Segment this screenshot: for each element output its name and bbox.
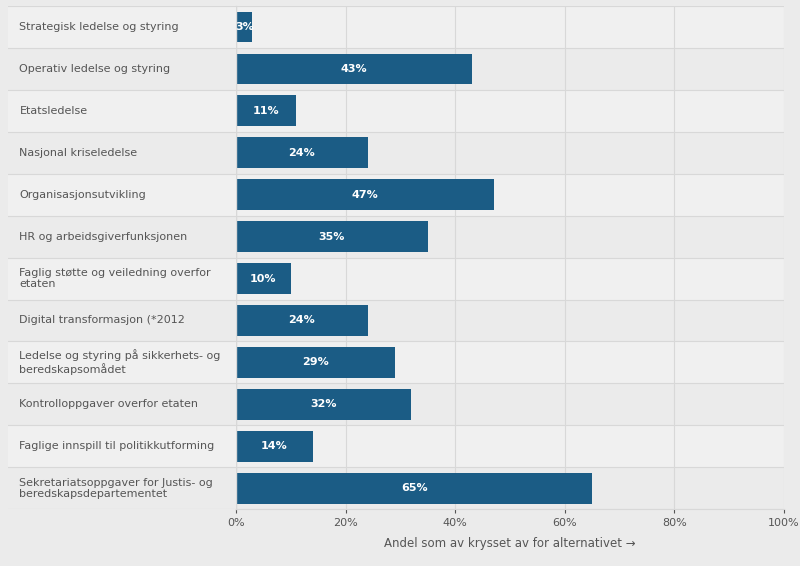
Text: 10%: 10% xyxy=(250,273,277,284)
Text: HR og arbeidsgiverfunksjonen: HR og arbeidsgiverfunksjonen xyxy=(19,231,188,242)
Text: Strategisk ledelse og styring: Strategisk ledelse og styring xyxy=(19,22,179,32)
Bar xyxy=(236,468,784,509)
Text: 47%: 47% xyxy=(351,190,378,200)
Bar xyxy=(236,341,784,384)
Bar xyxy=(236,389,411,419)
Text: 65%: 65% xyxy=(401,483,427,494)
Bar xyxy=(236,6,784,48)
Text: 11%: 11% xyxy=(253,106,279,115)
Bar xyxy=(236,263,291,294)
Bar xyxy=(8,299,236,341)
X-axis label: Andel som av krysset av for alternativet →: Andel som av krysset av for alternativet… xyxy=(384,537,636,550)
Text: 3%: 3% xyxy=(235,22,254,32)
Bar xyxy=(8,258,236,299)
Text: 29%: 29% xyxy=(302,358,329,367)
Bar xyxy=(236,54,472,84)
Text: Organisasjonsutvikling: Organisasjonsutvikling xyxy=(19,190,146,200)
Bar xyxy=(8,468,236,509)
Bar xyxy=(236,426,784,468)
Bar xyxy=(236,138,367,168)
Text: Kontrolloppgaver overfor etaten: Kontrolloppgaver overfor etaten xyxy=(19,400,198,409)
Bar xyxy=(236,48,784,89)
Text: 14%: 14% xyxy=(261,441,288,452)
Text: 24%: 24% xyxy=(288,148,315,157)
Bar xyxy=(8,384,236,426)
Bar xyxy=(8,132,236,174)
Text: 24%: 24% xyxy=(288,315,315,325)
Bar xyxy=(8,89,236,132)
Text: Nasjonal kriseledelse: Nasjonal kriseledelse xyxy=(19,148,138,157)
Text: Sekretariatsoppgaver for Justis- og
beredskapsdepartementet: Sekretariatsoppgaver for Justis- og bere… xyxy=(19,478,213,499)
Bar xyxy=(8,426,236,468)
Bar xyxy=(236,431,313,461)
Text: Operativ ledelse og styring: Operativ ledelse og styring xyxy=(19,63,170,74)
Bar xyxy=(236,89,784,132)
Bar xyxy=(236,348,395,378)
Bar xyxy=(236,221,428,252)
Bar xyxy=(236,96,296,126)
Bar xyxy=(236,216,784,258)
Text: 35%: 35% xyxy=(318,231,345,242)
Text: 43%: 43% xyxy=(341,63,367,74)
Bar xyxy=(8,6,236,48)
Bar xyxy=(236,384,784,426)
Text: Digital transformasjon (*2012: Digital transformasjon (*2012 xyxy=(19,315,186,325)
Text: Faglige innspill til politikkutforming: Faglige innspill til politikkutforming xyxy=(19,441,214,452)
Text: 32%: 32% xyxy=(310,400,337,409)
Text: Faglig støtte og veiledning overfor
etaten: Faglig støtte og veiledning overfor etat… xyxy=(19,268,211,289)
Bar xyxy=(236,306,367,336)
Bar xyxy=(8,341,236,384)
Text: Ledelse og styring på sikkerhets- og
beredskapsomådet: Ledelse og styring på sikkerhets- og ber… xyxy=(19,350,221,375)
Bar xyxy=(236,299,784,341)
Bar xyxy=(236,11,253,42)
Text: Etatsledelse: Etatsledelse xyxy=(19,106,87,115)
Bar xyxy=(236,473,592,504)
Bar xyxy=(236,179,494,209)
Bar xyxy=(8,174,236,216)
Bar xyxy=(236,174,784,216)
Bar xyxy=(8,48,236,89)
Bar xyxy=(8,216,236,258)
Bar xyxy=(236,132,784,174)
Bar xyxy=(236,258,784,299)
